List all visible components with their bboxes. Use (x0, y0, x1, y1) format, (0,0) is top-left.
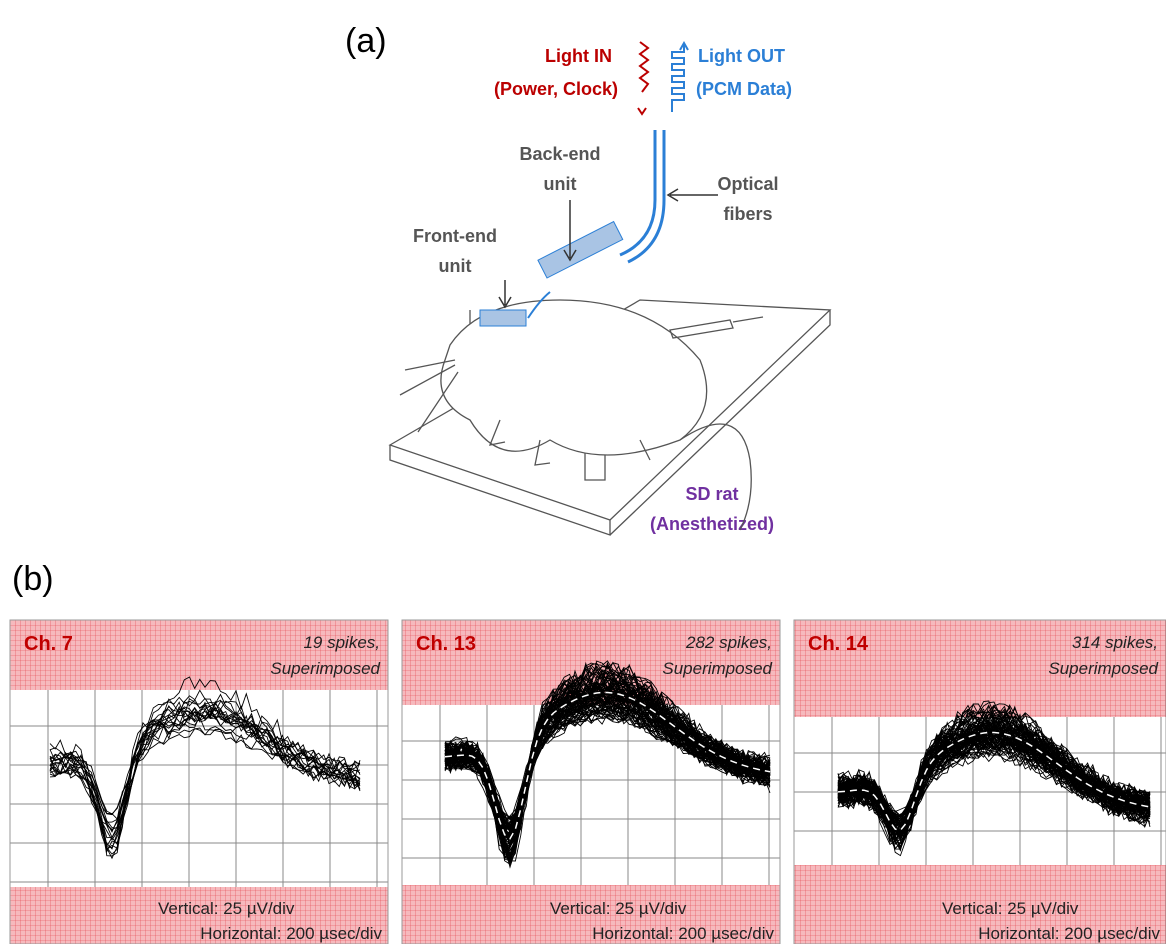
rat-label: SD rat (685, 484, 738, 504)
vertical-scale: Vertical: 25 µV/div (550, 899, 687, 918)
light-out-sub: (PCM Data) (696, 79, 792, 99)
channel-label: Ch. 14 (808, 633, 869, 655)
back-end-unit (538, 222, 623, 278)
spike-mode: Superimposed (270, 659, 380, 678)
scope-panel: Ch. 14 314 spikes, Superimposed Vertical: 2… (794, 620, 1166, 944)
panel-label: (a) (345, 22, 387, 60)
channel-label: Ch. 13 (416, 633, 476, 655)
front-end-unit (480, 310, 526, 326)
light-out-wave (672, 44, 684, 112)
optical-fiber (620, 130, 664, 262)
vertical-scale: Vertical: 25 µV/div (158, 899, 295, 918)
scope-panel: Ch. 7 19 spikes, Superimposed Vertical: 25 … (10, 620, 388, 944)
light-out: Light OUT (698, 46, 785, 66)
optical: Optical (717, 174, 778, 194)
scope-panel: Ch. 13 282 spikes, Superimposed Vertical: 2… (402, 620, 780, 944)
spike-mode: Superimposed (1048, 659, 1158, 678)
horizontal-scale: Horizontal: 200 µsec/div (592, 924, 774, 943)
vertical-scale: Vertical: 25 µV/div (942, 899, 1079, 918)
panel-label: (b) (12, 560, 54, 598)
rat-label: (Anesthetized) (650, 514, 774, 534)
rat-illustration (390, 300, 830, 535)
back-end: Back-end (519, 144, 600, 164)
figure: (a) Light IN (Power, Clock) Light OUT (P… (0, 0, 1166, 944)
spike-mode: Superimposed (662, 659, 772, 678)
pointer-arrows (499, 189, 718, 307)
spike-count: 282 spikes, (685, 633, 772, 652)
channel-label: Ch. 7 (24, 633, 73, 655)
light-in-wave (640, 42, 648, 92)
horizontal-scale: Horizontal: 200 µsec/div (200, 924, 382, 943)
spike-count: 19 spikes, (303, 633, 380, 652)
spike-count: 314 spikes, (1072, 633, 1158, 652)
optical: fibers (723, 204, 772, 224)
arrow (638, 108, 646, 114)
back-end: unit (544, 174, 577, 194)
light-in: Light IN (545, 46, 612, 66)
light-in-sub: (Power, Clock) (494, 79, 618, 99)
front-end: Front-end (413, 226, 497, 246)
horizontal-scale: Horizontal: 200 µsec/div (978, 924, 1160, 943)
front-end: unit (439, 256, 472, 276)
